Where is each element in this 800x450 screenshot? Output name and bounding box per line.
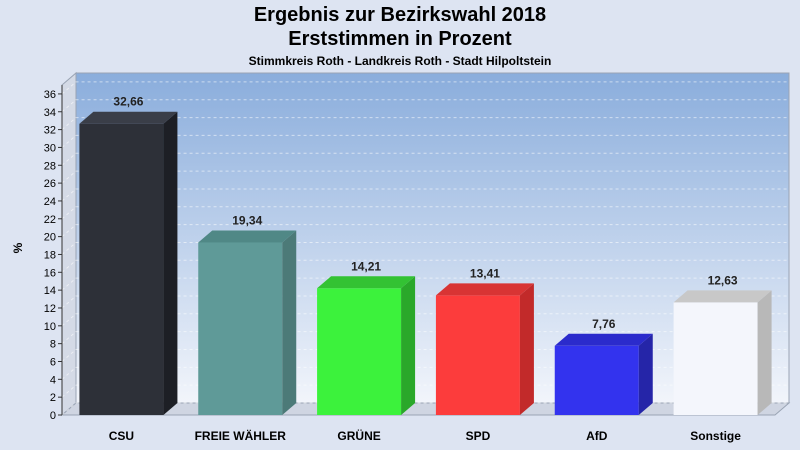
y-tick-label: 28 — [44, 160, 56, 172]
gridline — [61, 331, 789, 345]
category-label: CSU — [109, 429, 134, 443]
bars — [79, 111, 772, 416]
y-tick-label: 34 — [44, 107, 56, 119]
value-label: 14,21 — [351, 259, 381, 273]
gridline — [61, 170, 789, 184]
gridline — [61, 402, 789, 416]
y-tick-label: 24 — [44, 196, 56, 208]
bar — [317, 288, 402, 415]
category-label: Sonstige — [690, 429, 741, 443]
gridline — [61, 188, 789, 202]
value-labels: 32,66 19,34 14,21 13,41 7,76 12,63 — [113, 95, 738, 331]
bar-top — [673, 290, 772, 303]
category-label: GRÜNE — [337, 428, 380, 443]
gridline — [61, 99, 789, 113]
y-axis-label: % — [11, 242, 25, 253]
category-label: AfD — [586, 429, 608, 443]
chart-title: Ergebnis zur Bezirkswahl 2018 — [253, 4, 547, 26]
x-axis: CSU FREIE WÄHLER GRÜNE SPD AfD Sonstige — [109, 428, 742, 443]
bar — [435, 295, 520, 415]
y-tick-label: 22 — [44, 214, 56, 226]
category-label: FREIE WÄHLER — [195, 428, 287, 443]
y-tick-label: 18 — [44, 249, 56, 261]
y-tick-label: 16 — [44, 267, 56, 279]
gridline — [61, 224, 789, 238]
y-tick-label: 32 — [44, 125, 56, 137]
gridline — [61, 206, 789, 220]
value-label: 7,76 — [592, 317, 616, 331]
y-tick-label: 6 — [50, 356, 56, 368]
y-tick-label: 36 — [44, 89, 56, 101]
y-tick-label: 4 — [50, 374, 56, 386]
bar-top — [554, 333, 653, 346]
bar — [673, 302, 758, 415]
bar-top — [198, 230, 297, 243]
bar — [79, 123, 164, 416]
y-tick-label: 8 — [50, 339, 56, 351]
gridline — [61, 117, 789, 130]
y-tick-label: 20 — [44, 232, 56, 244]
bar-top — [317, 276, 416, 289]
gridline — [61, 384, 789, 398]
bar-top — [79, 111, 178, 124]
bar-side — [757, 290, 772, 415]
value-label: 32,66 — [113, 95, 143, 109]
bar-side — [282, 230, 297, 415]
gridline — [61, 277, 789, 291]
y-tick-label: 26 — [44, 178, 56, 190]
y-tick-label: 14 — [44, 285, 56, 297]
gridline — [61, 366, 789, 380]
gridline — [61, 295, 789, 309]
y-tick-label: 30 — [44, 142, 56, 154]
category-label: SPD — [466, 429, 491, 443]
value-label: 12,63 — [708, 273, 738, 287]
gridline — [61, 348, 789, 362]
bar-side — [401, 276, 416, 415]
bar — [554, 345, 639, 415]
gridline — [61, 241, 789, 255]
chart-caption: Stimmkreis Roth - Landkreis Roth - Stadt… — [248, 54, 552, 68]
y-tick-label: 10 — [44, 321, 56, 333]
value-label: 19,34 — [232, 214, 262, 228]
gridline — [61, 259, 789, 273]
bar-side — [163, 111, 178, 416]
chart-subtitle: Erststimmen in Prozent — [288, 28, 512, 50]
y-tick-label: 12 — [44, 303, 56, 315]
gridline — [61, 81, 789, 95]
value-label: 13,41 — [470, 266, 500, 280]
bar-side — [519, 283, 534, 415]
bar-top — [435, 283, 534, 296]
gridline — [61, 152, 789, 166]
plot-side-wall — [61, 71, 77, 417]
bar — [198, 242, 283, 415]
y-tick-label: 2 — [50, 392, 56, 404]
y-tick-label: 0 — [50, 410, 56, 422]
gridline — [61, 134, 789, 148]
gridline — [61, 313, 789, 327]
bar-side — [638, 333, 653, 415]
